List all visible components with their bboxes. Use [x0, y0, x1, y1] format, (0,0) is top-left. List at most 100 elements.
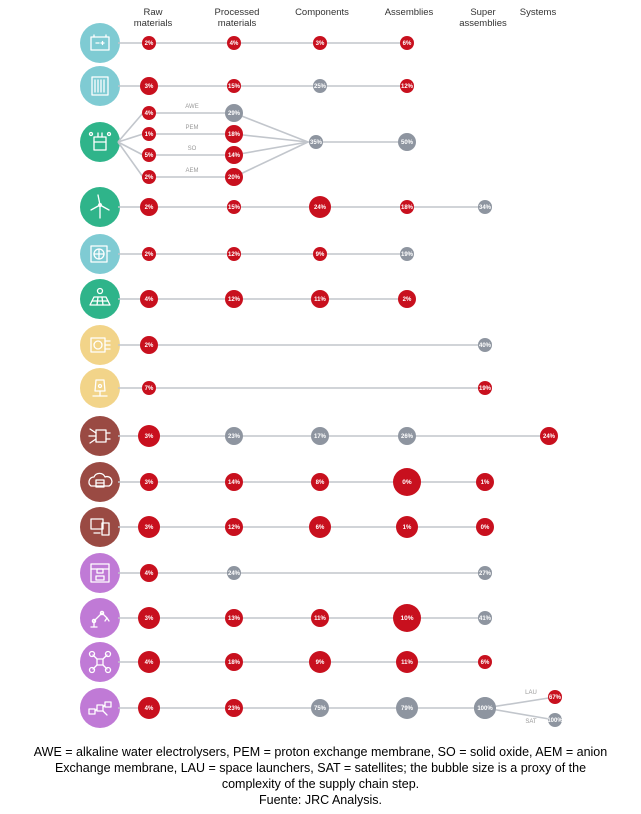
- connector-line: [484, 707, 556, 721]
- connector-line: [117, 141, 144, 178]
- bubble-label: 67%: [549, 695, 562, 701]
- bubble-label: 4%: [145, 111, 154, 117]
- bubble-label: 13%: [228, 616, 241, 622]
- caption-source: Fuente: JRC Analysis.: [259, 793, 382, 807]
- bubble-label: 17%: [314, 434, 327, 440]
- bubble-label: 24%: [314, 205, 327, 211]
- bubble-label: 24%: [543, 434, 556, 440]
- bubble-label: 7%: [145, 386, 154, 392]
- bubble: [478, 566, 492, 580]
- column-header: Assemblies: [385, 7, 434, 18]
- solar-pv-icon: [80, 279, 120, 319]
- bubble-label: 3%: [145, 434, 154, 440]
- bubble-label: 1%: [481, 480, 490, 486]
- bubble: [309, 135, 323, 149]
- connector-line: [117, 112, 144, 143]
- bubble: [476, 473, 494, 491]
- bubble-label: 41%: [479, 616, 492, 622]
- bubble: [398, 133, 416, 151]
- bubble-label: 26%: [401, 434, 414, 440]
- branch-label: AWE: [185, 104, 198, 110]
- bubble-label: 14%: [228, 480, 241, 486]
- bubble: [225, 168, 243, 186]
- bubble: [225, 518, 243, 536]
- bubble: [311, 473, 329, 491]
- bubble: [227, 566, 241, 580]
- bubble: [225, 146, 243, 164]
- bubble: [478, 200, 492, 214]
- supply-chain-bubble-chart: Raw materials Processed materials Components…: [80, 7, 563, 728]
- column-header: Super assemblies: [459, 7, 507, 29]
- bubble: [138, 516, 160, 538]
- bubble: [400, 247, 414, 261]
- caption-line-1: AWE = alkaline water electrolysers, PEM …: [33, 745, 608, 759]
- bubble-label: 5%: [145, 153, 154, 159]
- bubble: [140, 336, 158, 354]
- bubble: [478, 655, 492, 669]
- bubble: [225, 104, 243, 122]
- bubble: [225, 473, 243, 491]
- bubble-label: 19%: [401, 252, 414, 258]
- caption: AWE = alkaline water electrolysers, PEM …: [0, 744, 641, 808]
- bubble-label: 14%: [228, 153, 241, 159]
- fuel-cell-icon: [80, 66, 120, 106]
- bubble-label: 23%: [228, 434, 241, 440]
- bubble: [311, 427, 329, 445]
- bubble-label: 6%: [481, 660, 490, 666]
- bubble-label: 2%: [403, 297, 412, 303]
- connector-line: [484, 696, 556, 709]
- bubble-label: 75%: [314, 706, 327, 712]
- bubble: [142, 247, 156, 261]
- bubble: [140, 290, 158, 308]
- bubble-label: 8%: [316, 480, 325, 486]
- connector-line: [117, 133, 144, 143]
- bubble: [398, 290, 416, 308]
- bubble-label: 2%: [145, 343, 154, 349]
- bubble: [225, 125, 243, 143]
- bubble: [396, 516, 418, 538]
- bubble: [313, 247, 327, 261]
- bubble-label: 3%: [145, 525, 154, 531]
- bubble: [476, 518, 494, 536]
- bubble: [140, 473, 158, 491]
- bubble-label: 9%: [316, 252, 325, 258]
- bubble: [225, 290, 243, 308]
- bubble: [227, 247, 241, 261]
- bubble-label: 11%: [314, 297, 326, 303]
- bubble-label: 100%: [477, 706, 493, 712]
- bubble-label: 12%: [228, 297, 241, 303]
- bubble-label: 3%: [316, 41, 325, 47]
- connector-line: [233, 141, 309, 178]
- bubble: [400, 200, 414, 214]
- bubble: [400, 36, 414, 50]
- bubble: [396, 651, 418, 673]
- bubble: [142, 36, 156, 50]
- bubble: [142, 148, 156, 162]
- bubble: [138, 607, 160, 629]
- bubble: [313, 36, 327, 50]
- bubble: [393, 604, 421, 632]
- bubble: [140, 564, 158, 582]
- robot-arm-icon: [80, 598, 120, 638]
- bubble: [142, 381, 156, 395]
- bubble-label: 6%: [316, 525, 325, 531]
- bubble-label: 12%: [401, 84, 414, 90]
- bubble-label: 18%: [401, 205, 414, 211]
- bubble-label: 50%: [401, 140, 414, 146]
- bubble: [478, 338, 492, 352]
- bubble-label: 3%: [145, 616, 154, 622]
- bubble-label: 15%: [228, 84, 241, 90]
- bubble: [309, 651, 331, 673]
- connector-line: [233, 133, 309, 143]
- bubble-label: 34%: [479, 205, 492, 211]
- bubble-label: 3%: [145, 84, 154, 90]
- bubble: [396, 697, 418, 719]
- bubble-label: 100%: [547, 718, 563, 724]
- bubble-label: 40%: [479, 343, 492, 349]
- bubble-label: 10%: [400, 615, 413, 622]
- bubble-label: 19%: [479, 386, 492, 392]
- bubble-label: 18%: [228, 132, 241, 138]
- bubble-label: 79%: [401, 706, 414, 712]
- caption-line-2: Exchange membrane, LAU = space launchers…: [54, 761, 587, 775]
- bubble-label: 27%: [479, 571, 492, 577]
